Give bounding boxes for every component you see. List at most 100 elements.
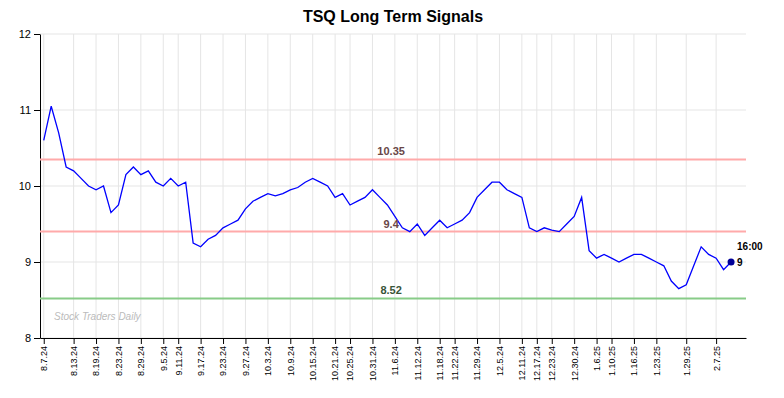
x-tick-mark [44,338,45,344]
x-tick-mark [223,338,224,344]
last-value-label: 9 [737,257,743,268]
x-tick-label: 12.23.24 [547,346,557,381]
x-tick-mark [395,338,396,344]
x-tick-mark [245,338,246,344]
x-tick: 1.10.25 [607,338,617,376]
x-tick-label: 8.29.24 [136,346,146,376]
x-tick-mark [597,338,598,344]
title: TSQ Long Term Signals [303,8,483,25]
grid-line [96,34,97,338]
grid-line [551,34,552,338]
grid-line [686,34,687,338]
x-tick-label: 10.21.24 [330,346,340,381]
x-tick-label: 8.13.24 [69,346,79,376]
watermark: Stock Traders Daily [54,311,142,322]
grid-line [656,34,657,338]
x-tick: 12.23.24 [547,338,557,381]
x-tick-label: 11.18.24 [435,346,445,380]
price-line [44,106,731,288]
x-tick-mark [686,338,687,344]
y-tick-label: 8 [25,332,31,344]
x-tick: 9.17.24 [196,338,206,376]
x-tick-label: 11.12.24 [413,346,423,380]
grid-line [611,34,612,338]
x-tick: 11.12.24 [413,338,423,380]
grid-line [140,34,141,338]
x-tick: 10.25.24 [345,338,355,381]
x-tick-label: 10.9.24 [286,346,296,376]
chart: 8.7.24 8.13.24 8.19.24 8.23.24 8.29.24 9.5.24… [0,0,784,398]
y-tick: 8 [25,332,40,344]
x-tick-mark [440,338,441,344]
y-tick-mark [34,34,40,35]
grid-line [335,34,336,338]
reference-line [40,158,746,160]
x-tick: 9.5.24 [159,338,169,371]
x-tick-label: 9.17.24 [196,346,206,376]
x-tick-label: 10.25.24 [345,346,355,381]
x-tick-mark [499,338,500,344]
reference-label: 9.4 [383,218,399,230]
grid-line [350,34,351,338]
y-tick: 11 [20,104,40,116]
x-tick-label: 10.31.24 [368,346,378,381]
grid-line [40,262,746,263]
x-tick: 9.27.24 [241,338,251,376]
x-tick-label: 11.29.24 [472,346,482,380]
x-tick-mark [455,338,456,344]
x-tick-mark [201,338,202,344]
x-tick-label: 11.6.24 [390,346,400,375]
y-axis-line [40,35,41,339]
x-tick-mark [74,338,75,344]
grid-line [521,34,522,338]
x-axis-line [41,338,747,339]
annotations: 10.359.48.5216:009Stock Traders Daily [54,145,763,321]
x-tick-mark [612,338,613,344]
reference-line [40,231,746,233]
x-tick: 2.7.25 [711,338,721,371]
x-tick: 12.30.24 [570,338,580,381]
y-tick: 9 [25,256,40,268]
x-tick: 11.18.24 [435,338,445,380]
y-tick-mark [34,110,40,111]
x-tick: 1.6.25 [592,338,602,371]
y-axis: 89101112 [19,28,41,344]
grid-line [245,34,246,338]
x-tick: 10.31.24 [368,338,378,381]
y-tick-label: 9 [25,256,31,268]
x-tick-mark [417,338,418,344]
x-tick: 10.15.24 [308,338,318,381]
grid-line [40,110,746,111]
x-axis: 8.7.24 8.13.24 8.19.24 8.23.24 8.29.24 9.5.24… [39,338,746,381]
x-tick: 8.23.24 [114,338,124,376]
y-tick-mark [34,262,40,263]
x-tick-mark [335,338,336,344]
y-tick-mark [34,186,40,187]
x-tick-mark [372,338,373,344]
grid-line [118,34,119,338]
grid-line [499,34,500,338]
plot-area [40,106,746,298]
grid-line [40,34,746,35]
grid-line [477,34,478,338]
grid-line [574,34,575,338]
x-tick-label: 9.27.24 [241,346,251,376]
x-tick-label: 10.3.24 [263,346,273,376]
x-tick-mark [118,338,119,344]
x-tick: 1.16.25 [629,338,639,376]
grid-line [439,34,440,338]
x-tick: 10.3.24 [263,338,273,376]
reference-line [40,297,746,299]
x-tick-label: 8.19.24 [91,346,101,376]
x-tick-mark [552,338,553,344]
grid-line [633,34,634,338]
x-tick-label: 1.29.25 [682,346,692,376]
x-tick-mark [634,338,635,344]
x-tick-label: 9.23.24 [218,346,228,376]
y-tick-label: 12 [19,28,31,40]
x-tick: 9.11.24 [174,338,184,375]
x-tick-mark [716,338,717,344]
x-tick-label: 8.7.24 [39,346,49,371]
x-tick-label: 1.6.25 [592,346,602,371]
y-tick: 12 [19,28,40,40]
